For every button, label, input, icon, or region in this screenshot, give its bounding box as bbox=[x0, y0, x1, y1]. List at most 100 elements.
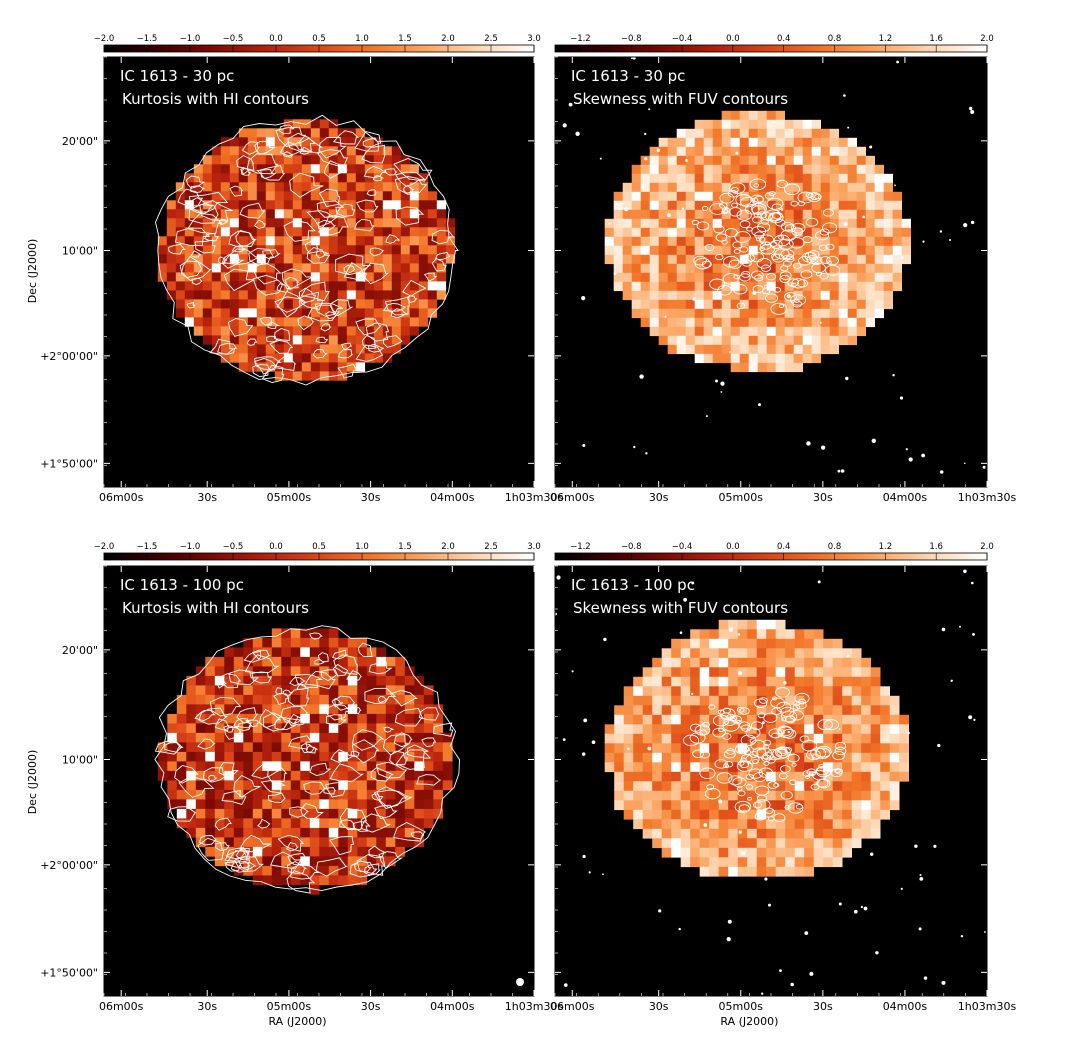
map-pixel bbox=[737, 733, 748, 744]
contour bbox=[745, 727, 761, 739]
map-pixel bbox=[281, 637, 292, 648]
contour bbox=[194, 239, 216, 254]
map-pixel bbox=[243, 647, 254, 658]
contour bbox=[274, 328, 290, 342]
map-pixel bbox=[832, 724, 843, 735]
map-pixel bbox=[642, 676, 653, 687]
map-pixel bbox=[709, 790, 719, 801]
map-pixel bbox=[802, 164, 812, 175]
map-pixel bbox=[721, 290, 731, 301]
map-pixel bbox=[211, 299, 222, 309]
map-pixel bbox=[355, 227, 366, 237]
map-pixel bbox=[328, 732, 339, 743]
map-pixel bbox=[793, 326, 803, 337]
map-pixel bbox=[730, 335, 740, 346]
map-pixel bbox=[373, 182, 384, 192]
map-pixel bbox=[823, 695, 833, 706]
map-pixel bbox=[366, 818, 377, 829]
map-pixel bbox=[703, 290, 713, 301]
map-pixel bbox=[775, 819, 786, 830]
map-pixel bbox=[661, 648, 672, 659]
map-pixel bbox=[694, 227, 704, 238]
map-pixel bbox=[256, 299, 267, 309]
map-pixel bbox=[205, 723, 216, 734]
map-pixel bbox=[290, 827, 301, 838]
map-pixel bbox=[685, 263, 695, 274]
point-source bbox=[568, 102, 573, 107]
map-pixel bbox=[829, 128, 839, 139]
map-pixel bbox=[652, 800, 662, 811]
map-pixel bbox=[338, 846, 349, 857]
map-pixel bbox=[224, 742, 235, 753]
contour bbox=[790, 200, 799, 207]
map-pixel bbox=[856, 245, 866, 256]
map-pixel bbox=[728, 819, 738, 830]
map-pixel bbox=[709, 638, 719, 649]
map-pixel bbox=[851, 733, 862, 744]
contour bbox=[354, 130, 382, 152]
map-pixel bbox=[870, 676, 881, 687]
contour bbox=[403, 184, 415, 194]
map-pixel bbox=[748, 227, 758, 238]
map-pixel bbox=[427, 218, 438, 228]
map-pixel bbox=[613, 200, 623, 211]
contour bbox=[683, 734, 700, 747]
map-pixel bbox=[737, 667, 748, 678]
map-pixel bbox=[319, 272, 330, 282]
map-pixel bbox=[205, 675, 216, 686]
map-pixel bbox=[766, 317, 776, 328]
contour bbox=[218, 762, 239, 777]
map-pixel bbox=[680, 667, 691, 678]
y-tick-label: +2°00'00" bbox=[40, 350, 98, 363]
map-pixel bbox=[802, 353, 812, 364]
map-pixel bbox=[256, 191, 267, 201]
map-pixel bbox=[766, 733, 776, 744]
map-pixel bbox=[892, 245, 902, 256]
map-pixel bbox=[851, 819, 862, 830]
map-pixel bbox=[355, 335, 366, 345]
map-pixel bbox=[667, 155, 677, 166]
map-pixel bbox=[409, 326, 420, 336]
map-pixel bbox=[229, 218, 240, 228]
map-pixel bbox=[766, 344, 776, 355]
map-pixel bbox=[292, 182, 303, 192]
map-pixel bbox=[694, 200, 704, 211]
map-pixel bbox=[175, 209, 186, 219]
map-pixel bbox=[757, 128, 767, 139]
map-pixel bbox=[176, 780, 187, 791]
map-pixel bbox=[649, 209, 659, 220]
contour bbox=[198, 835, 217, 846]
map-pixel bbox=[633, 771, 643, 782]
map-pixel bbox=[427, 227, 438, 237]
contour bbox=[189, 197, 214, 214]
map-pixel bbox=[300, 865, 311, 876]
map-pixel bbox=[404, 723, 415, 734]
contour bbox=[731, 715, 742, 724]
map-pixel bbox=[730, 326, 740, 337]
map-pixel bbox=[829, 236, 839, 247]
map-pixel bbox=[337, 209, 348, 219]
map-pixel bbox=[211, 191, 222, 201]
contour bbox=[715, 233, 728, 242]
map-pixel bbox=[874, 299, 884, 310]
map-pixel bbox=[730, 290, 740, 301]
map-pixel bbox=[271, 647, 282, 658]
map-pixel bbox=[373, 155, 384, 165]
map-pixel bbox=[730, 110, 740, 121]
map-pixel bbox=[283, 371, 294, 381]
map-pixel bbox=[775, 128, 785, 139]
map-pixel bbox=[247, 254, 258, 264]
map-pixel bbox=[661, 771, 672, 782]
contour bbox=[734, 744, 750, 755]
contour bbox=[286, 870, 316, 894]
map-pixel bbox=[613, 236, 623, 247]
map-pixel bbox=[195, 713, 206, 724]
map-pixel bbox=[300, 780, 311, 791]
map-pixel bbox=[357, 723, 368, 734]
contour bbox=[365, 322, 390, 342]
contour bbox=[332, 663, 349, 677]
map-pixel bbox=[785, 667, 795, 678]
map-pixel bbox=[271, 770, 282, 781]
map-pixel bbox=[233, 647, 244, 658]
map-pixel bbox=[247, 344, 258, 354]
